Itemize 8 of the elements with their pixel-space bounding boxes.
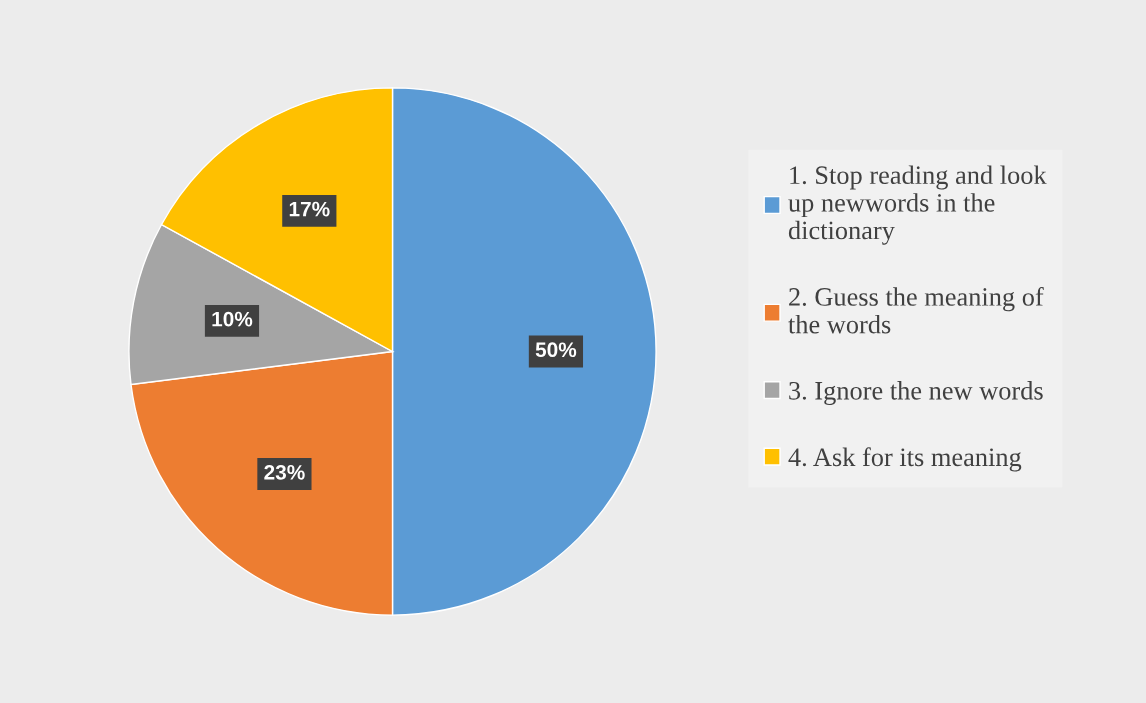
legend-label: 4. Ask for its meaning — [788, 447, 1022, 472]
legend-label: 2. Guess the meaning of the words — [788, 287, 1044, 334]
legend-label: 1. Stop reading and look up newwords in the dictionary — [788, 165, 1047, 245]
legend-label: 3. Ignore the new words — [789, 381, 1043, 406]
data-label: 50% — [535, 342, 577, 358]
data-label: 23% — [264, 464, 305, 480]
data-label: 10% — [212, 311, 253, 327]
data-label: 17% — [289, 201, 330, 217]
